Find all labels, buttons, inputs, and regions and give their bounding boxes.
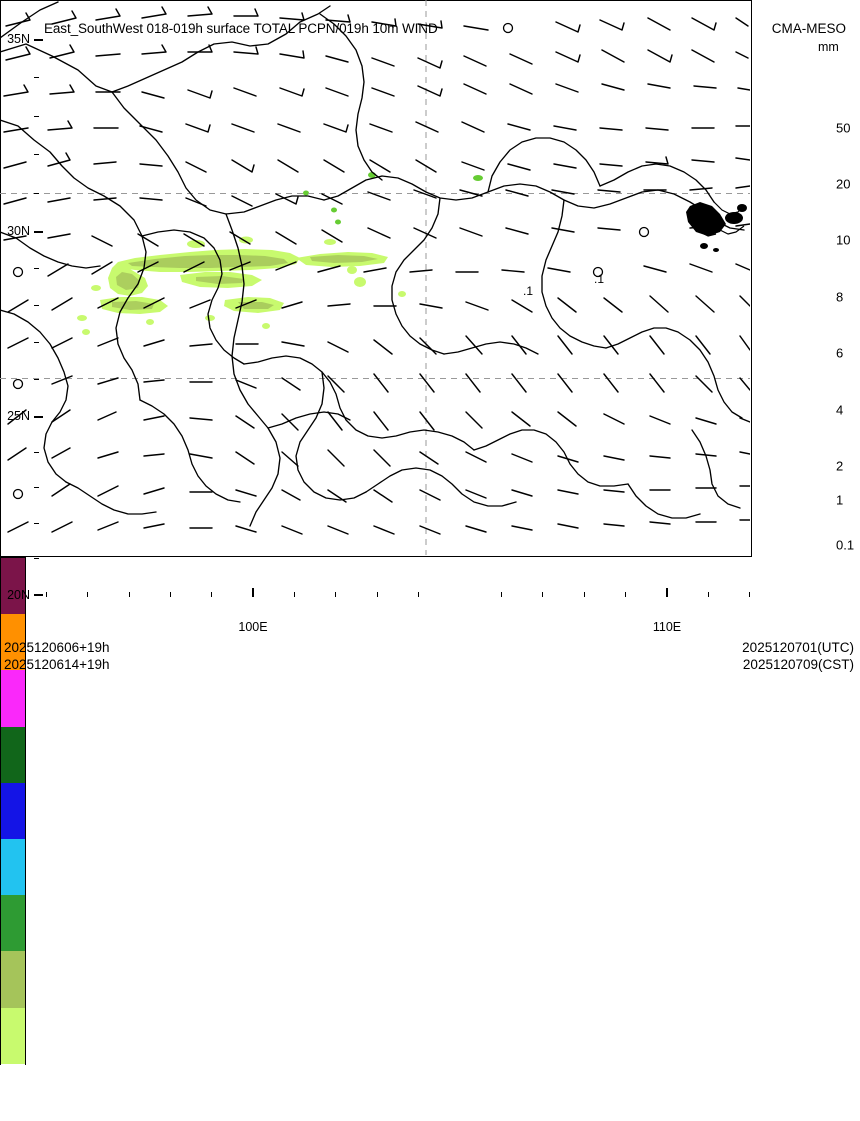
x-tick-label-100e: 100E — [238, 620, 268, 634]
colorbar-unit-label: mm — [818, 40, 839, 54]
model-label: CMA-MESO — [771, 21, 846, 36]
colorbar-band-0-0.1 — [1, 1063, 25, 1121]
x-tick-minor — [708, 592, 710, 597]
x-tick-minor — [501, 592, 503, 597]
y-tick-minor — [34, 268, 39, 270]
y-tick-minor — [34, 379, 39, 381]
footer-init-time-cst: 2025120614+19h — [4, 657, 110, 672]
y-tick-minor — [34, 116, 39, 118]
y-tick-minor — [34, 77, 39, 79]
colorbar-band-4-6 — [1, 839, 25, 896]
footer-valid-time-cst: 2025120709(CST) — [742, 657, 854, 672]
colorbar-tick-6: 6 — [836, 345, 844, 361]
y-tick-label-20n: 20N — [7, 588, 30, 602]
colorbar[interactable] — [0, 557, 26, 1121]
y-tick-minor — [34, 558, 39, 560]
colorbar-band-20-50 — [1, 614, 25, 671]
page-title: East_SouthWest 018-019h surface TOTAL PC… — [44, 21, 438, 36]
map-svg — [0, 0, 750, 555]
colorbar-band-1-2 — [1, 951, 25, 1008]
y-tick-minor — [34, 342, 39, 344]
x-tick-minor — [418, 592, 420, 597]
y-tick-minor — [34, 305, 39, 307]
footer-init-time-utc: 2025120606+19h — [4, 640, 110, 655]
colorbar-band-2-4 — [1, 895, 25, 952]
y-tick-minor — [34, 523, 39, 525]
y-tick-minor — [34, 154, 39, 156]
colorbar-tick-20: 20 — [836, 176, 851, 192]
x-tick-minor — [542, 592, 544, 597]
x-tick-label-110e: 110E — [652, 620, 682, 634]
y-tick-minor — [34, 487, 39, 489]
colorbar-tick-8: 8 — [836, 289, 844, 305]
x-tick-minor — [211, 592, 213, 597]
y-tick-major — [34, 39, 43, 41]
map-gridlines — [0, 0, 750, 555]
map-plot-area[interactable]: .1 .1 — [0, 0, 752, 557]
colorbar-tick-2: 2 — [836, 458, 844, 474]
y-tick-major — [34, 594, 43, 596]
colorbar-tick-50: 50 — [836, 120, 851, 136]
x-tick-minor — [46, 592, 48, 597]
y-tick-minor — [34, 452, 39, 454]
colorbar-band-0.1-1 — [1, 1007, 25, 1064]
y-tick-major — [34, 416, 43, 418]
colorbar-band-8-10 — [1, 726, 25, 783]
x-tick-minor — [749, 592, 751, 597]
colorbar-tick-1: 1 — [836, 492, 844, 508]
colorbar-band-10-20 — [1, 670, 25, 727]
x-tick-minor — [294, 592, 296, 597]
x-tick-major — [666, 588, 668, 597]
y-tick-minor — [34, 193, 39, 195]
colorbar-band-6-8 — [1, 782, 25, 840]
colorbar-tick-4: 4 — [836, 402, 844, 418]
x-tick-minor — [129, 592, 131, 597]
wind-barbs — [3, 6, 750, 535]
contour-label: .1 — [523, 284, 534, 298]
x-tick-minor — [335, 592, 337, 597]
x-tick-minor — [377, 592, 379, 597]
y-tick-major — [34, 231, 43, 233]
x-tick-minor — [170, 592, 172, 597]
colorbar-tick-0.1: 0.1 — [836, 537, 855, 553]
x-tick-minor — [625, 592, 627, 597]
contour-label: .1 — [594, 272, 605, 286]
y-tick-label-35n: 35N — [7, 32, 30, 46]
x-tick-minor — [87, 592, 89, 597]
administrative-boundaries — [0, 1, 745, 527]
x-tick-minor — [584, 592, 586, 597]
y-tick-label-25n: 25N — [7, 409, 30, 423]
y-tick-label-30n: 30N — [7, 224, 30, 238]
colorbar-tick-10: 10 — [836, 232, 851, 248]
x-tick-major — [252, 588, 254, 597]
colorbar-band-50plus — [1, 558, 25, 615]
footer-valid-time-utc: 2025120701(UTC) — [742, 640, 854, 655]
